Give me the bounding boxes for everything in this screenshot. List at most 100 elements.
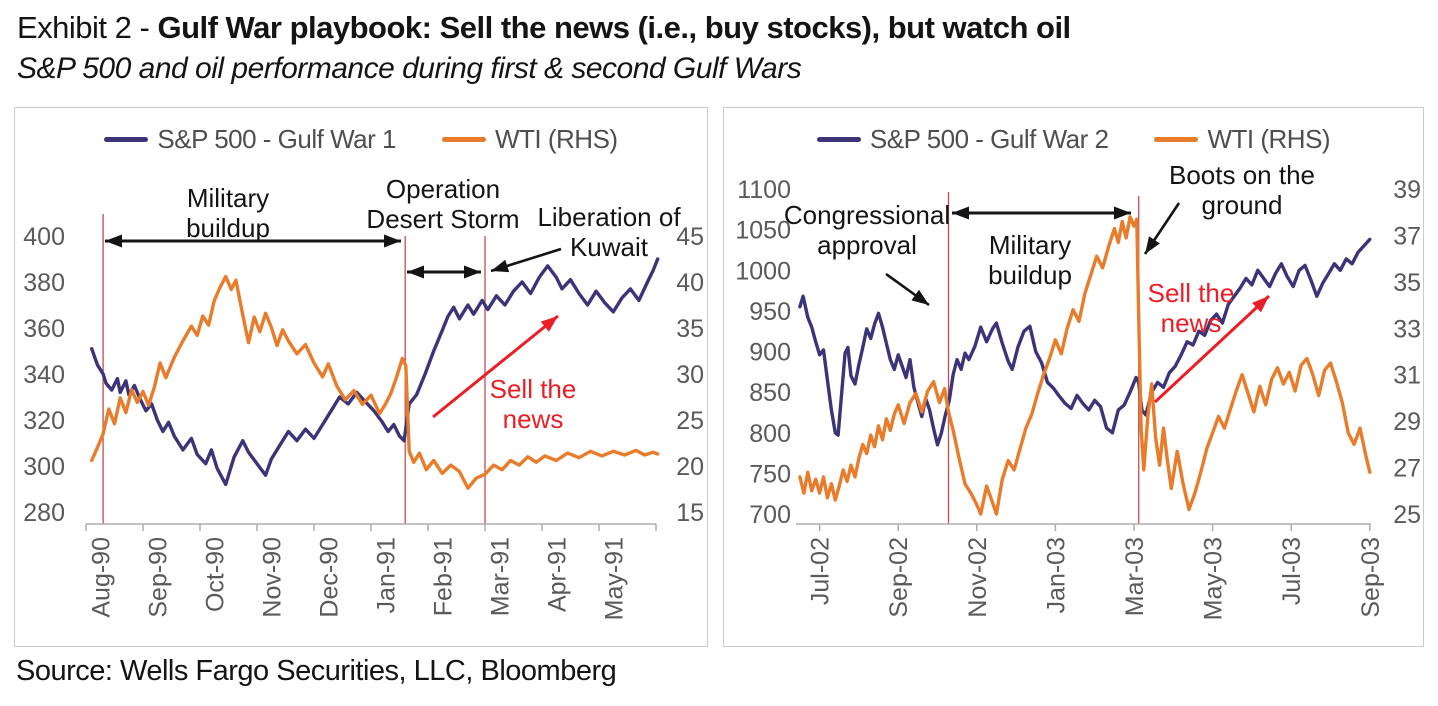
y-right-tick-label: 33	[1393, 315, 1421, 343]
y-right-tick-label: 35	[1393, 269, 1421, 297]
sell-the-news-arrow	[1153, 294, 1271, 404]
y-axis-labels: 700 750 800 850 900 950 1000 1050 1100 25 27 29 31 33…	[735, 176, 1421, 529]
y-left-tick-label: 1000	[735, 257, 791, 285]
legend-label-sp500: S&P 500 - Gulf War 1	[157, 124, 396, 154]
gulf-war-1-chart: Aug-90 Sep-90 Oct-90 Nov-90 Dec-90 Jan-91 Feb-…	[23, 174, 704, 620]
y-left-tick-label: 750	[749, 460, 791, 488]
series	[89, 257, 660, 490]
y-right-tick-label: 25	[676, 407, 704, 435]
gulf-war-2-chart: Jul-02 Sep-02 Nov-02 Jan-03 Mar-03 May-03 Jul-…	[735, 160, 1421, 620]
y-left-tick-label: 800	[749, 420, 791, 448]
wti-line-swatch	[441, 137, 486, 142]
legend-label-sp500: S&P 500 - Gulf War 2	[869, 124, 1109, 154]
y-right-tick-label: 35	[676, 315, 704, 343]
exhibit-title: Exhibit 2 - Gulf War playbook: Sell the …	[17, 10, 1071, 46]
y-left-tick-label: 380	[23, 269, 65, 297]
legend-item-wti: WTI (RHS)	[441, 124, 618, 155]
y-left-tick-label: 950	[749, 298, 791, 326]
annotation-text: news	[1161, 308, 1222, 338]
y-right-tick-label: 27	[1393, 455, 1421, 483]
legend-label-wti: WTI (RHS)	[494, 124, 618, 154]
gulf-war-1-legend: S&P 500 - Gulf War 1 WTI (RHS)	[15, 124, 707, 155]
x-tick-label: Feb-91	[429, 537, 457, 616]
x-tick-label: Nov-02	[964, 537, 992, 618]
annotation-text: Boots on the	[1169, 160, 1315, 190]
wti-series-line	[89, 274, 660, 490]
y-left-tick-label: 360	[23, 315, 65, 343]
annotation-arrows	[885, 202, 1271, 404]
sp500-line-swatch	[816, 137, 861, 142]
sp500-line-swatch	[104, 137, 149, 142]
x-tick-label: Jan-03	[1042, 537, 1070, 613]
gulf-war-2-legend: S&P 500 - Gulf War 2 WTI (RHS)	[724, 124, 1423, 155]
x-tick-label: Sep-03	[1357, 537, 1385, 618]
y-right-tick-label: 20	[676, 453, 704, 481]
y-right-tick-label: 25	[1393, 501, 1421, 529]
sell-the-news-arrow	[432, 314, 559, 419]
sp500-series-line	[798, 237, 1372, 447]
y-left-tick-label: 320	[23, 407, 65, 435]
annotation-text: approval	[817, 230, 917, 260]
legend-item-wti: WTI (RHS)	[1154, 124, 1331, 155]
annotation-text: Liberation of	[537, 202, 681, 232]
annotation-text: buildup	[186, 213, 270, 243]
legend-item-sp500: S&P 500 - Gulf War 2	[816, 124, 1109, 155]
y-left-tick-label: 700	[749, 501, 791, 529]
sp500-series-line	[89, 257, 660, 487]
exhibit-title-main: Gulf War playbook: Sell the news (i.e., …	[157, 10, 1071, 45]
y-left-tick-label: 850	[749, 379, 791, 407]
x-tick-label: Nov-90	[258, 537, 286, 618]
gulf-war-2-chart-panel: Jul-02 Sep-02 Nov-02 Jan-03 Mar-03 May-03 Jul-…	[723, 107, 1424, 647]
chart-subtitle: S&P 500 and oil performance during first…	[17, 52, 802, 85]
y-right-tick-label: 40	[676, 269, 704, 297]
x-tick-label: Aug-90	[87, 537, 115, 618]
y-left-tick-label: 900	[749, 339, 791, 367]
exhibit-title-prefix: Exhibit 2 -	[17, 10, 158, 45]
y-axis-labels: 280 300 320 340 360 380 400 15 20 25 30 35 40 45	[23, 223, 704, 527]
x-tick-label: Oct-90	[201, 537, 229, 612]
annotation-text: Sell the	[1148, 278, 1235, 308]
x-tick-label: May-03	[1200, 537, 1228, 620]
x-tick-label: Jan-91	[372, 537, 400, 613]
y-right-tick-label: 39	[1393, 176, 1421, 204]
y-left-tick-label: 1050	[735, 217, 791, 245]
legend-item-sp500: S&P 500 - Gulf War 1	[104, 124, 396, 155]
x-axis: Jul-02 Sep-02 Nov-02 Jan-03 Mar-03 May-03 Jul-…	[796, 523, 1385, 620]
y-left-tick-label: 1100	[737, 176, 791, 204]
source-note: Source: Wells Fargo Securities, LLC, Blo…	[16, 655, 617, 687]
x-tick-label: Mar-91	[486, 537, 514, 616]
y-right-tick-label: 37	[1393, 222, 1421, 250]
y-right-tick-label: 30	[676, 361, 704, 389]
y-left-tick-label: 280	[23, 499, 65, 527]
x-tick-label: Dec-90	[315, 537, 343, 618]
annotation-text: buildup	[988, 260, 1072, 290]
x-tick-label: Mar-03	[1121, 537, 1149, 616]
annotation-text: ground	[1202, 190, 1283, 220]
legend-label-wti: WTI (RHS)	[1207, 124, 1331, 154]
annotation-arrows	[105, 234, 562, 419]
x-tick-label: Apr-91	[543, 537, 571, 612]
y-right-tick-label: 15	[676, 499, 704, 527]
wti-series-line	[798, 215, 1372, 516]
wti-line-swatch	[1154, 137, 1199, 142]
gulf-war-1-chart-panel: Aug-90 Sep-90 Oct-90 Nov-90 Dec-90 Jan-91 Feb-…	[14, 107, 708, 647]
annotation-text: Military	[989, 230, 1071, 260]
x-axis: Aug-90 Sep-90 Oct-90 Nov-90 Dec-90 Jan-91 Feb-…	[85, 523, 657, 620]
annotation-text: Kuwait	[570, 232, 649, 262]
y-right-tick-label: 31	[1393, 362, 1421, 390]
y-left-tick-label: 340	[23, 361, 65, 389]
y-left-tick-label: 300	[23, 453, 65, 481]
x-tick-label: May-91	[600, 537, 628, 620]
y-right-tick-label: 45	[676, 223, 704, 251]
annotation-text: Sell the	[490, 374, 577, 404]
annotation-text: Desert Storm	[366, 204, 519, 234]
x-tick-label: Jul-03	[1278, 537, 1306, 605]
y-right-tick-label: 29	[1393, 408, 1421, 436]
series	[798, 215, 1372, 516]
annotation-text: Operation	[386, 174, 500, 204]
x-tick-label: Sep-90	[144, 537, 172, 618]
annotation-text: Congressional	[784, 200, 950, 230]
